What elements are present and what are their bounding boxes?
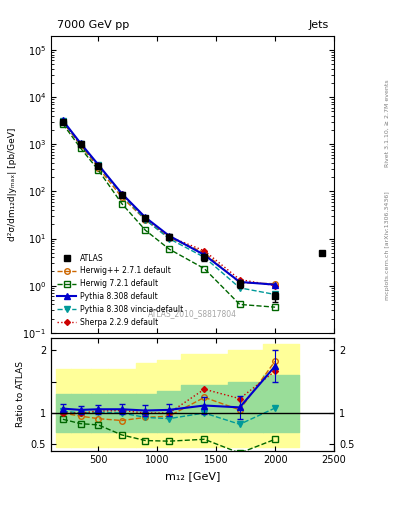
Y-axis label: Ratio to ATLAS: Ratio to ATLAS (16, 361, 25, 427)
Y-axis label: d²σ/dm₁₂d|yₘₐₓ| [pb/GeV]: d²σ/dm₁₂d|yₘₐₓ| [pb/GeV] (8, 127, 17, 241)
X-axis label: m₁₂ [GeV]: m₁₂ [GeV] (165, 471, 220, 481)
Text: Rivet 3.1.10, ≥ 2.7M events: Rivet 3.1.10, ≥ 2.7M events (385, 79, 390, 167)
Text: mcplots.cern.ch [arXiv:1306.3436]: mcplots.cern.ch [arXiv:1306.3436] (385, 191, 390, 300)
Text: 7000 GeV pp: 7000 GeV pp (57, 20, 129, 30)
Text: Jets: Jets (308, 20, 329, 30)
Text: ATLAS_2010_S8817804: ATLAS_2010_S8817804 (148, 309, 237, 318)
Legend: ATLAS, Herwig++ 2.7.1 default, Herwig 7.2.1 default, Pythia 8.308 default, Pythi: ATLAS, Herwig++ 2.7.1 default, Herwig 7.… (55, 251, 185, 329)
